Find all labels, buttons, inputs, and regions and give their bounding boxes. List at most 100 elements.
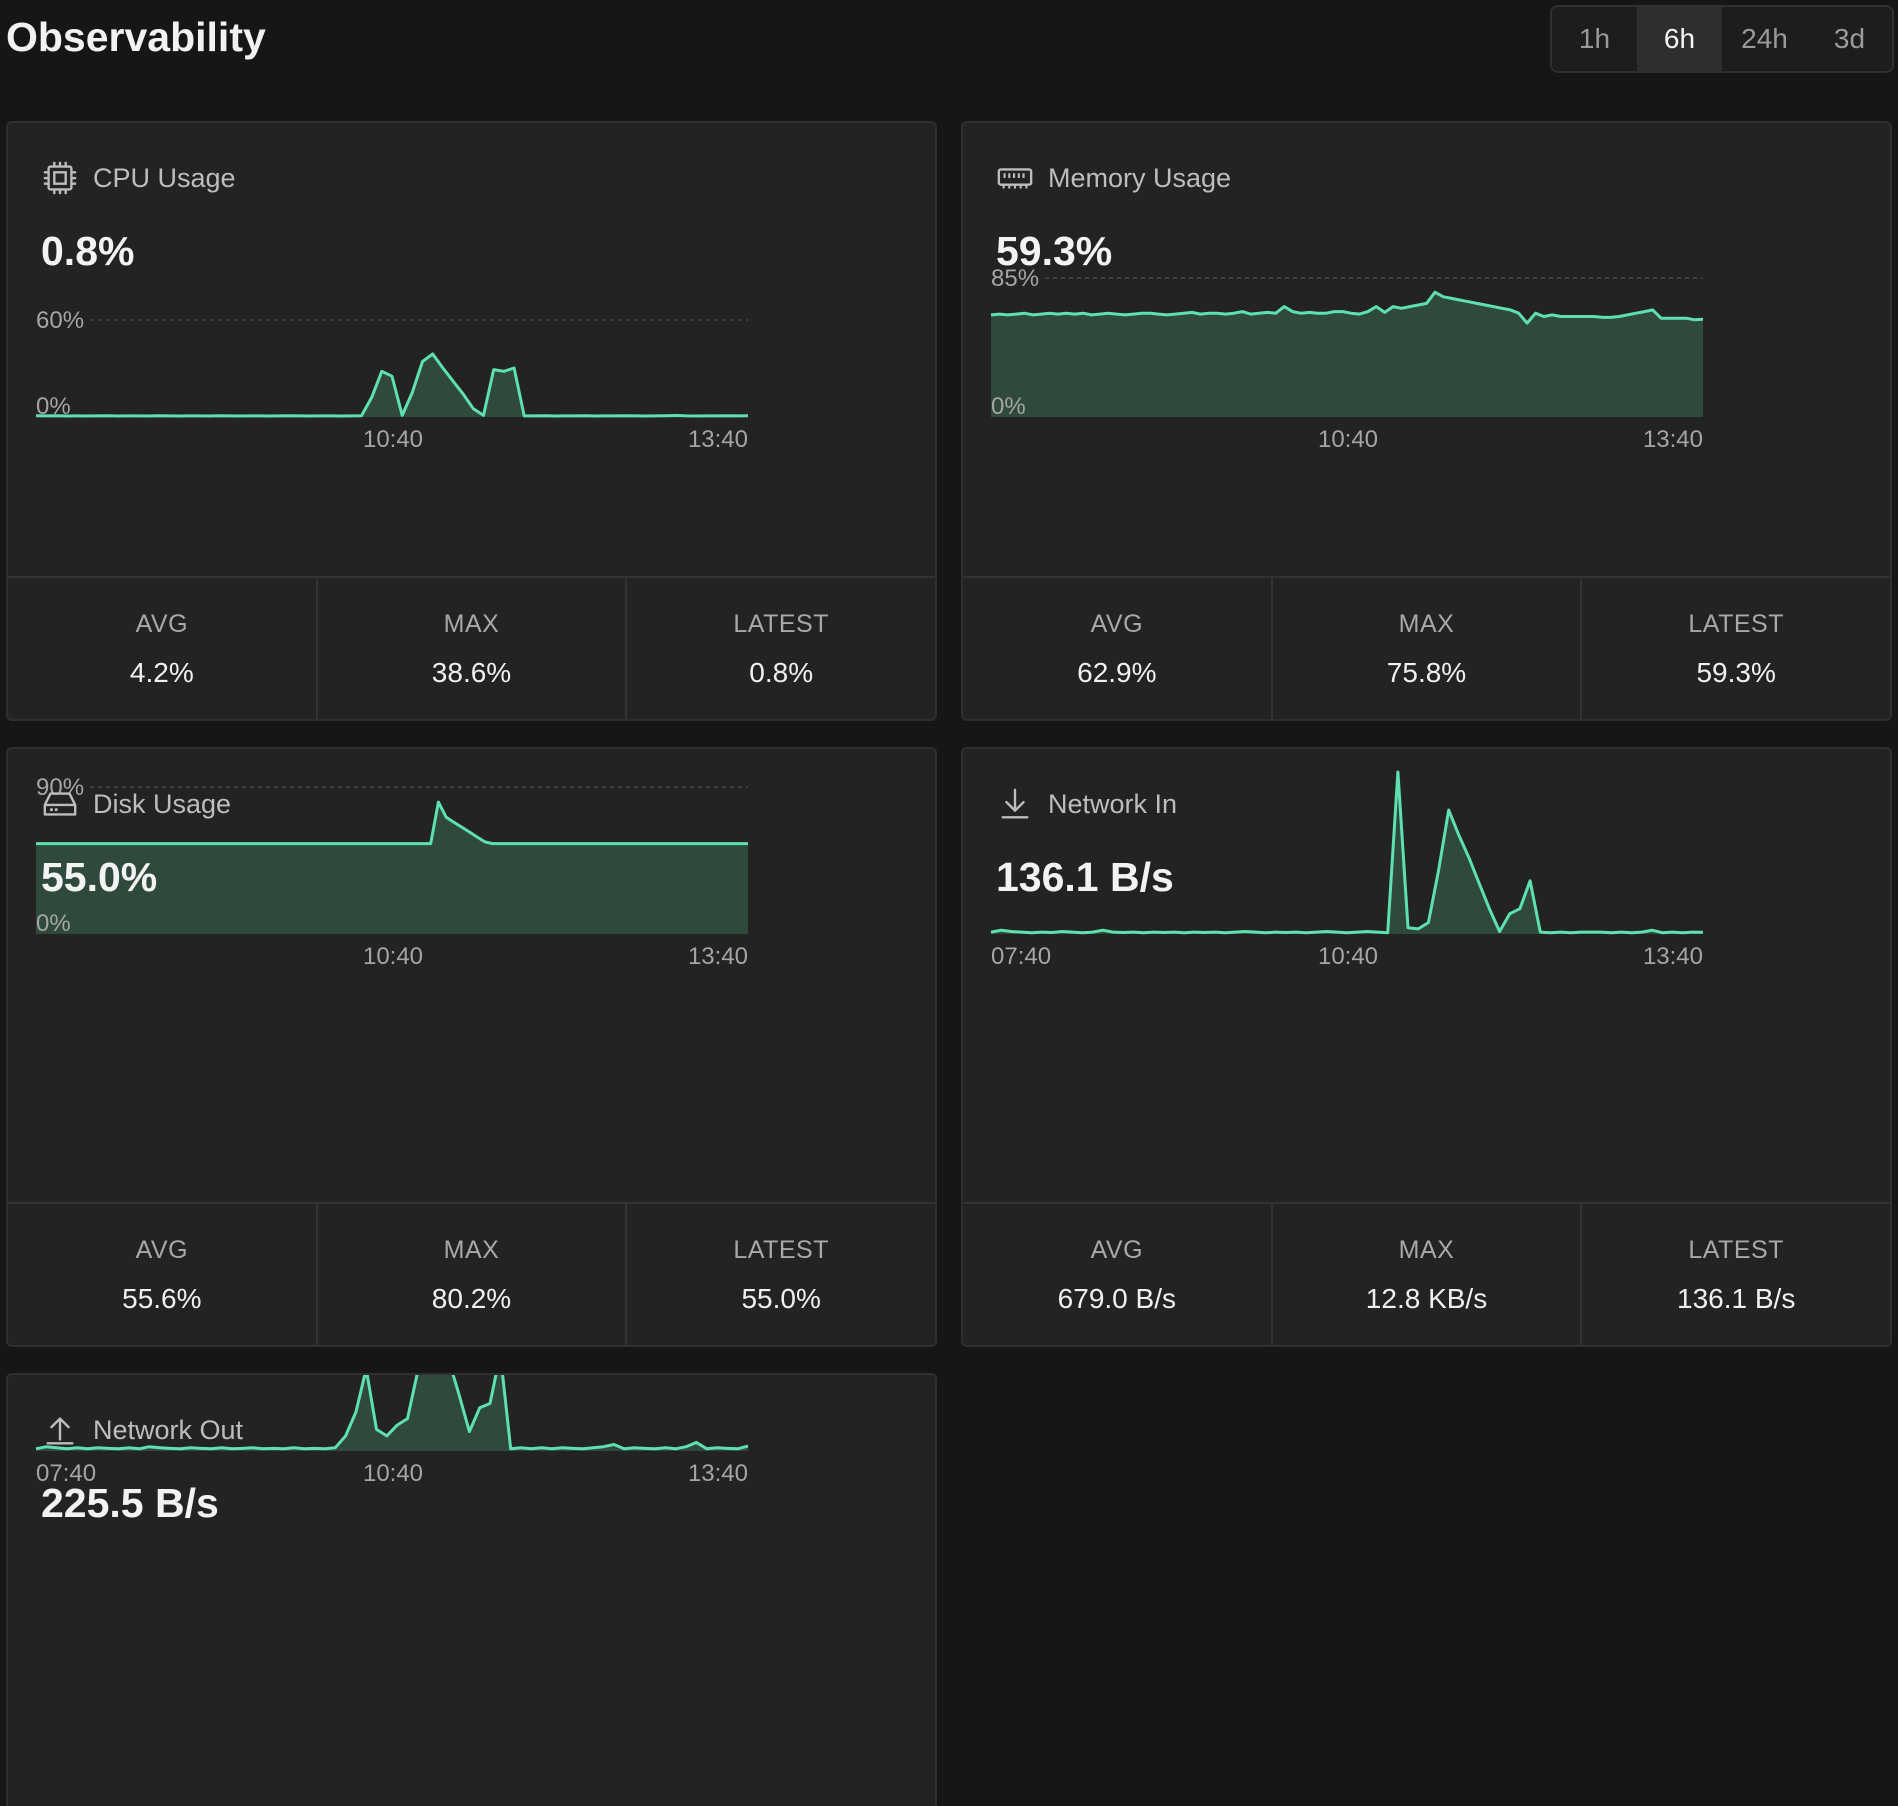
max-label: MAX <box>1398 1236 1455 1264</box>
range-6h-button[interactable]: 6h <box>1637 7 1722 71</box>
y-max-label: 90% <box>36 774 84 801</box>
avg-stat: AVG 55.6% <box>8 1204 318 1345</box>
card-header: Disk Usage <box>41 785 231 823</box>
network-out-chart: 07:40 10:40 13:40 <box>35 1375 749 1487</box>
card-header: Network In <box>996 785 1177 823</box>
latest-label: LATEST <box>1688 1236 1784 1264</box>
stats-row: AVG 679.0 B/s MAX 12.8 KB/s LATEST 136.1… <box>963 1202 1890 1345</box>
memory-usage-card: 85% 0% 10:40 13:40 Memory Usage 59.3% AVG 6… <box>961 121 1892 721</box>
x-tick-label: 10:40 <box>1318 943 1378 970</box>
current-value: 0.8% <box>41 228 135 274</box>
x-tick-label: 10:40 <box>363 426 423 453</box>
current-value: 136.1 B/s <box>996 854 1174 900</box>
latest-value: 0.8% <box>749 657 814 688</box>
y-zero-label: 0% <box>991 393 1026 420</box>
card-header: Network Out <box>41 1411 243 1449</box>
series-line <box>35 1375 749 1451</box>
x-tick-label: 10:40 <box>1318 426 1378 453</box>
stats-row: AVG 62.9% MAX 75.8% LATEST 59.3% <box>963 576 1890 719</box>
max-stat: MAX 38.6% <box>318 578 628 719</box>
latest-stat: LATEST 55.0% <box>627 1204 935 1345</box>
current-value: 225.5 B/s <box>41 1480 219 1526</box>
max-value: 38.6% <box>431 657 512 688</box>
latest-stat: LATEST 136.1 B/s <box>1582 1204 1890 1345</box>
avg-value: 62.9% <box>1077 657 1157 688</box>
x-tick-label: 07:40 <box>36 1460 96 1487</box>
avg-label: AVG <box>1090 1236 1144 1264</box>
range-1h-button[interactable]: 1h <box>1578 23 1611 54</box>
download-icon <box>1001 788 1029 819</box>
latest-stat: LATEST 59.3% <box>1582 578 1890 719</box>
network-out-card: 07:40 10:40 13:40 Network Out 225.5 B/s <box>6 1373 937 1806</box>
disk-usage-card: 90% 0% 10:40 13:40 Disk Usage 55.0% AVG 55.… <box>6 747 937 1347</box>
card-title: Memory Usage <box>1048 162 1232 193</box>
max-value: 12.8 KB/s <box>1365 1283 1488 1314</box>
max-value: 80.2% <box>431 1283 512 1314</box>
avg-value: 55.6% <box>122 1283 202 1314</box>
max-label: MAX <box>443 610 500 638</box>
card-header: CPU Usage <box>41 159 236 197</box>
range-3d-button[interactable]: 3d <box>1833 23 1866 54</box>
y-max-label: 85% <box>991 265 1039 292</box>
x-tick-label: 10:40 <box>363 943 423 970</box>
max-stat: MAX 12.8 KB/s <box>1273 1204 1583 1345</box>
max-value: 75.8% <box>1386 657 1467 688</box>
avg-label: AVG <box>135 610 189 638</box>
avg-value: 4.2% <box>129 657 194 688</box>
card-header: Memory Usage <box>996 159 1231 197</box>
range-24h-button[interactable]: 24h <box>1741 23 1788 54</box>
x-tick-label: 13:40 <box>688 943 748 970</box>
page-title: Observability <box>6 14 266 60</box>
disk-icon <box>43 792 77 816</box>
avg-label: AVG <box>1090 610 1144 638</box>
avg-stat: AVG 62.9% <box>963 578 1273 719</box>
y-zero-label: 0% <box>36 393 71 420</box>
avg-label: AVG <box>135 1236 189 1264</box>
x-tick-label: 13:40 <box>1643 943 1703 970</box>
disk-usage-chart: 90% 0% 10:40 13:40 <box>36 774 748 970</box>
x-tick-label: 07:40 <box>991 943 1051 970</box>
series-area <box>36 802 748 934</box>
latest-stat: LATEST 0.8% <box>627 578 935 719</box>
card-title: Network Out <box>93 1414 244 1445</box>
avg-stat: AVG 679.0 B/s <box>963 1204 1273 1345</box>
x-tick-label: 13:40 <box>688 1460 748 1487</box>
latest-label: LATEST <box>1688 610 1784 638</box>
card-title: Network In <box>1048 788 1178 819</box>
time-range-selector: 1h 6h 24h 3d <box>1550 5 1894 73</box>
max-label: MAX <box>1398 610 1455 638</box>
latest-label: LATEST <box>733 610 829 638</box>
series-line <box>990 770 1704 935</box>
series-line <box>36 800 748 846</box>
series-line <box>990 290 1704 325</box>
latest-value: 136.1 B/s <box>1677 1283 1796 1314</box>
memory-icon <box>997 168 1033 189</box>
avg-stat: AVG 4.2% <box>8 578 318 719</box>
current-value: 59.3% <box>996 228 1113 274</box>
network-in-chart: 07:40 10:40 13:40 <box>990 770 1704 970</box>
x-tick-label: 13:40 <box>1643 426 1703 453</box>
series-area <box>991 292 1703 417</box>
upload-icon <box>46 1417 74 1445</box>
max-stat: MAX 80.2% <box>318 1204 628 1345</box>
series-area <box>36 1375 748 1451</box>
x-tick-label: 10:40 <box>363 1460 423 1487</box>
max-label: MAX <box>443 1236 500 1264</box>
current-value: 55.0% <box>41 854 158 900</box>
latest-value: 55.0% <box>741 1283 821 1314</box>
y-zero-label: 0% <box>36 910 71 937</box>
series-area <box>36 354 748 417</box>
y-max-label: 60% <box>36 307 84 334</box>
cpu-usage-chart: 60% 0% 10:40 13:40 <box>35 307 749 453</box>
max-stat: MAX 75.8% <box>1273 578 1583 719</box>
avg-value: 679.0 B/s <box>1057 1283 1176 1314</box>
stats-row: AVG 55.6% MAX 80.2% LATEST 55.0% <box>8 1202 935 1345</box>
stats-row: AVG 4.2% MAX 38.6% LATEST 0.8% <box>8 576 935 719</box>
cpu-icon <box>43 161 77 195</box>
cpu-usage-card: 60% 0% 10:40 13:40 CPU Usage 0.8% AVG 4.2% … <box>6 121 937 721</box>
series-line <box>35 352 749 418</box>
memory-usage-chart: 85% 0% 10:40 13:40 <box>990 265 1704 453</box>
card-title: CPU Usage <box>93 162 236 193</box>
network-in-card: 07:40 10:40 13:40 Network In 136.1 B/s AVG… <box>961 747 1892 1347</box>
latest-value: 59.3% <box>1696 657 1776 688</box>
